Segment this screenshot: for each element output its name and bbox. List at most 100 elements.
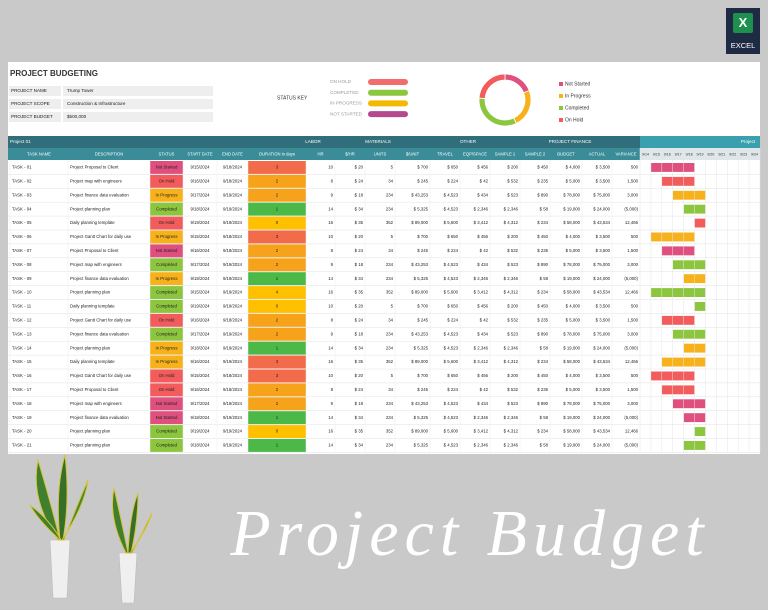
cell: 9/16/2024 xyxy=(190,178,210,183)
cell: TASK - 19 xyxy=(12,415,32,420)
cell: TASK - 16 xyxy=(12,373,32,378)
cell: $ 532 xyxy=(507,387,518,392)
gantt-date: 9/22 xyxy=(729,152,736,156)
cell: 9/17/2024 xyxy=(190,192,210,197)
cell: 352 xyxy=(386,220,394,225)
cell: (5,000) xyxy=(624,206,638,211)
cell: $ 34 xyxy=(355,206,364,211)
duration-cell xyxy=(248,202,306,216)
column-header: END DATE xyxy=(222,152,243,157)
cell: 500 xyxy=(631,373,639,378)
cell: Completed xyxy=(156,443,177,448)
column-header: EQP/SPACE xyxy=(463,152,487,157)
gantt-date: 9/17 xyxy=(675,152,682,156)
gantt-date: 9/20 xyxy=(707,152,714,156)
cell: $ 523 xyxy=(507,192,518,197)
cell: $ 24 xyxy=(355,248,364,253)
cell: $ 434 xyxy=(477,331,488,336)
status-key-swatch xyxy=(368,79,408,85)
duration-cell xyxy=(248,369,306,383)
cell: 9 xyxy=(331,401,334,406)
status-key-swatch xyxy=(368,89,408,96)
cell: $ 650 xyxy=(447,234,458,239)
cell: $ 58,000 xyxy=(563,359,580,364)
info-label: PROJECT BUDGET xyxy=(11,114,53,119)
cell: $ 532 xyxy=(507,178,518,183)
cell: 9/18/2024 xyxy=(223,248,243,253)
cell: Completed xyxy=(156,290,177,295)
cell: 9/15/2024 xyxy=(190,290,210,295)
legend-label: Not Started xyxy=(565,81,591,87)
cell: 9/15/2024 xyxy=(190,373,210,378)
status-cell xyxy=(150,258,183,272)
leaf xyxy=(112,487,129,554)
cell: $ 532 xyxy=(507,317,518,322)
cell: 4 xyxy=(276,290,279,295)
cell: On Hold xyxy=(159,317,175,322)
column-header-bar xyxy=(8,148,640,160)
gantt-bar xyxy=(661,385,695,395)
cell: 8 xyxy=(331,248,334,253)
cell: $ 235 xyxy=(537,317,548,322)
cell: $ 5,325 xyxy=(414,415,429,420)
duration-cell xyxy=(248,397,306,411)
status-cell xyxy=(150,369,183,383)
cell: $ 245 xyxy=(417,387,428,392)
gantt-date: 9/23 xyxy=(740,152,747,156)
cell: $ 434 xyxy=(477,262,488,267)
gantt-bar xyxy=(672,260,706,270)
plants xyxy=(29,454,153,604)
cell: $ 19,000 xyxy=(563,345,580,350)
cell: 500 xyxy=(631,165,639,170)
cell: 8 xyxy=(331,178,334,183)
cell: $ 224 xyxy=(447,248,458,253)
cell: $ 78,000 xyxy=(563,262,580,267)
status-key-label: IN PROGRESS xyxy=(330,101,362,106)
cell: TASK - 17 xyxy=(12,387,32,392)
cell: $ 2,346 xyxy=(504,276,519,281)
leaf xyxy=(29,504,62,541)
status-key-label: NOT STARTED xyxy=(330,111,363,116)
cell: $ 5,000 xyxy=(566,387,581,392)
cell: 9/19/2024 xyxy=(223,206,243,211)
cell: In Progress xyxy=(156,276,178,281)
cell: 9/19/2024 xyxy=(223,262,243,267)
cell: 1 xyxy=(276,443,279,448)
status-cell xyxy=(150,216,183,230)
gantt-date: 9/16 xyxy=(664,152,671,156)
gantt-date: 9/15 xyxy=(653,152,660,156)
cell: $ 4,000 xyxy=(566,304,581,309)
cell: TASK - 06 xyxy=(12,234,32,239)
group-header: LABOR xyxy=(305,139,321,144)
group-header: PROJECT FINANCE xyxy=(549,139,592,144)
cell: 2 xyxy=(276,331,279,336)
cell: $ 4,000 xyxy=(566,165,581,170)
status-cell xyxy=(150,300,183,313)
gantt-date: 9/14 xyxy=(642,152,649,156)
cell: Project Gantt Chart for daily use xyxy=(70,317,132,322)
cell: TASK - 18 xyxy=(12,401,32,406)
cell: 34 xyxy=(388,387,393,392)
cell: Completed xyxy=(156,262,177,267)
cell: $ 19,000 xyxy=(563,206,580,211)
cell: $ 18 xyxy=(355,262,364,267)
cell: $ 523 xyxy=(507,401,518,406)
cell: $ 4,523 xyxy=(444,443,459,448)
group-header: MATERIALS xyxy=(365,139,391,144)
cell: 1,500 xyxy=(627,248,638,253)
cell: $ 3,500 xyxy=(596,304,611,309)
status-cell xyxy=(150,230,183,244)
cell: (5,000) xyxy=(624,415,638,420)
cell: $ 89,000 xyxy=(411,359,428,364)
column-header: DURATION in days xyxy=(259,152,295,157)
cell: 9/18/2024 xyxy=(190,443,210,448)
status-key-label: COMPLETED xyxy=(330,90,359,95)
duration-cell xyxy=(248,244,306,258)
cell: 14 xyxy=(328,276,333,281)
cell: $ 700 xyxy=(417,373,428,378)
column-header: STATUS xyxy=(159,152,175,157)
cell: 10 xyxy=(328,373,333,378)
cell: $ 19,000 xyxy=(563,415,580,420)
cell: (5,000) xyxy=(624,345,638,350)
